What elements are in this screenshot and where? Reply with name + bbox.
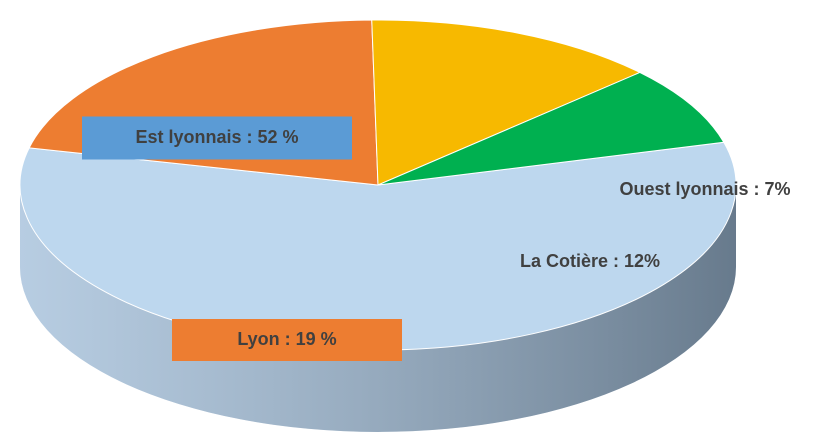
pie-slice [371, 19, 642, 186]
pie-sides [20, 185, 736, 432]
data-label: Est lyonnais : 52 % [135, 127, 298, 147]
pie-slice-side-shade [20, 185, 736, 432]
labels: Est lyonnais : 52 % Lyon : 19 % La Cotière… [82, 116, 791, 361]
data-label: La Cotière : 12% [520, 251, 660, 271]
data-label: Ouest lyonnais : 7% [619, 179, 790, 199]
pie-slice [377, 71, 725, 186]
label-box [172, 319, 402, 361]
data-label: Lyon : 19 % [237, 329, 336, 349]
label-box [82, 116, 352, 160]
